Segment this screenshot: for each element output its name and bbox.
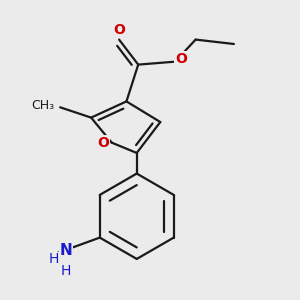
Text: O: O (97, 136, 109, 150)
Text: H: H (61, 264, 71, 278)
Text: O: O (175, 52, 187, 66)
Text: O: O (113, 22, 125, 37)
Text: CH₃: CH₃ (31, 99, 54, 112)
Text: N: N (60, 243, 73, 258)
Text: H: H (49, 252, 59, 266)
